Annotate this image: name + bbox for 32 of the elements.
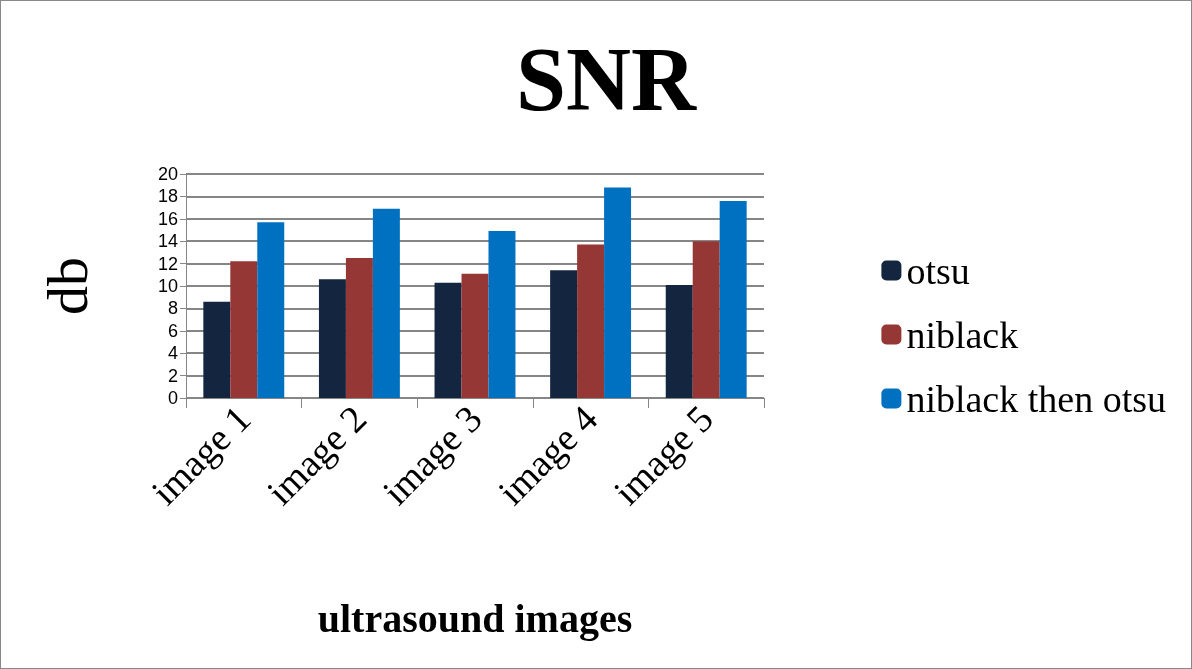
y-tick-label: 6 (167, 320, 178, 341)
y-tick-label: 14 (157, 231, 178, 252)
y-tick-label: 0 (167, 388, 178, 408)
bar (577, 244, 605, 398)
y-tick-label: 18 (157, 186, 178, 207)
y-tick-label: 20 (157, 164, 178, 184)
bar (345, 258, 373, 398)
bar (257, 222, 285, 398)
y-tick-label: 16 (157, 208, 178, 229)
bar (692, 241, 720, 398)
y-axis-title: db (34, 257, 100, 315)
bar (434, 282, 462, 398)
y-tick-label: 10 (157, 276, 178, 296)
y-tick-label: 4 (167, 343, 178, 364)
bar (461, 273, 489, 398)
y-tick-label: 8 (167, 298, 178, 319)
legend-label: otsu (906, 249, 970, 292)
bar (604, 187, 632, 398)
bar (550, 270, 578, 398)
legend-label: niblack (906, 313, 1019, 356)
bar (488, 231, 516, 398)
bar (318, 279, 346, 398)
bar (665, 284, 693, 398)
bar (230, 261, 258, 398)
y-tick-label: 2 (167, 365, 178, 386)
legend-label: niblack then otsu (906, 377, 1167, 420)
bar (372, 208, 400, 398)
y-tick-label: 12 (157, 253, 178, 274)
x-axis-title: ultrasound images (317, 595, 633, 641)
bar (719, 200, 747, 398)
bar (203, 301, 231, 398)
chart-title: SNR (515, 29, 698, 129)
